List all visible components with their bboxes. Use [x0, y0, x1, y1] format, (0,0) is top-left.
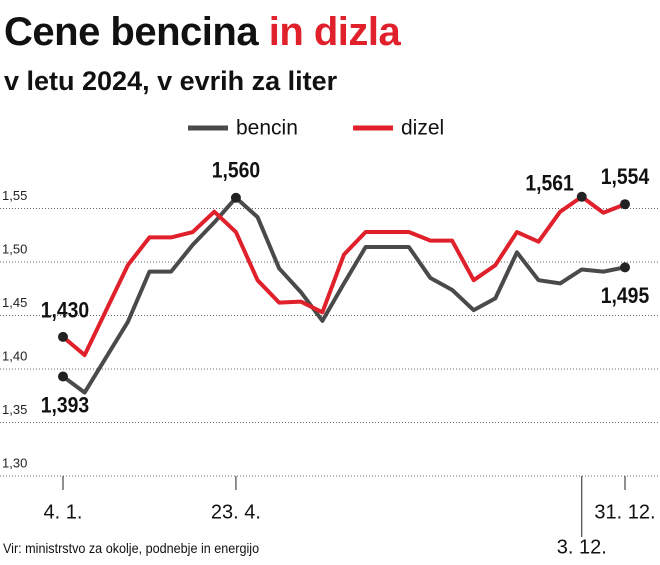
- point-marker: [576, 191, 587, 202]
- point-marker: [230, 192, 241, 203]
- point-marker: [620, 262, 630, 273]
- legend-label: dizel: [401, 117, 444, 140]
- x-tick-label: 23. 4.: [211, 501, 261, 523]
- y-tick-label: 1,35: [2, 402, 27, 417]
- value-label: 1,393: [41, 393, 89, 417]
- subtitle: v letu 2024, v evrih za liter: [4, 66, 338, 96]
- y-tick-label: 1,55: [2, 188, 27, 203]
- title-highlight: in dizla: [268, 10, 401, 54]
- value-label: 1,554: [601, 165, 650, 189]
- point-marker: [58, 371, 68, 382]
- title-main: Cene bencina: [4, 10, 259, 54]
- y-tick-label: 1,50: [2, 241, 27, 256]
- source: Vir: ministrstvo za okolje, podnebje in …: [3, 540, 260, 556]
- y-tick-label: 1,45: [2, 295, 27, 310]
- y-tick-label: 1,40: [2, 348, 27, 363]
- x-tick-label: 3. 12.: [557, 536, 607, 558]
- x-tick-label: 4. 1.: [44, 501, 83, 523]
- point-marker: [620, 199, 630, 210]
- chart-title: Cene bencina in dizla: [4, 10, 401, 55]
- y-tick-label: 1,30: [2, 455, 27, 470]
- legend-label: bencin: [236, 117, 298, 140]
- series-line: [61, 195, 626, 395]
- value-label: 1,495: [601, 284, 649, 308]
- point-marker: [58, 331, 68, 342]
- x-tick-label: 31. 12.: [594, 501, 655, 523]
- series-line: [61, 194, 626, 358]
- value-label: 1,560: [212, 158, 260, 182]
- value-label: 1,430: [41, 299, 89, 323]
- value-label: 1,561: [525, 171, 573, 195]
